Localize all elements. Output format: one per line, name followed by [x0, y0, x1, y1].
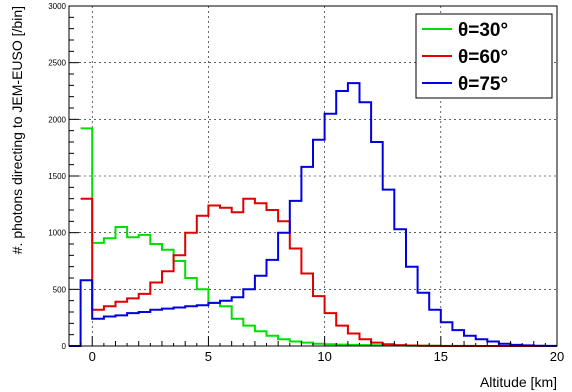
- axis-ticks: [68, 5, 558, 347]
- series-2-histogram: [80, 197, 557, 347]
- y-tick-label: 2500: [48, 59, 66, 68]
- x-tick-label: 20: [550, 349, 564, 364]
- x-tick-label: 10: [317, 349, 331, 364]
- legend-label-2: θ=60°: [458, 47, 508, 68]
- y-tick-label: 1000: [48, 229, 66, 238]
- x-tick-label: 5: [205, 349, 212, 364]
- x-tick-labels: 0 5 10 15 20: [89, 349, 565, 364]
- y-tick-label: 1500: [48, 172, 66, 181]
- y-tick-labels: 0 500 1000 1500 2000 2500 3000: [48, 2, 66, 351]
- series-1-histogram: [80, 127, 557, 347]
- series-3-histogram: [69, 82, 557, 347]
- y-tick-label: 0: [62, 342, 67, 351]
- x-tick-label: 0: [89, 349, 96, 364]
- series-layer: [69, 82, 557, 347]
- x-tick-label: 15: [434, 349, 448, 364]
- y-tick-label: 2000: [48, 115, 66, 124]
- legend-label-1: θ=30°: [458, 20, 508, 41]
- y-tick-label: 3000: [48, 2, 66, 11]
- y-axis-title: #. photons directing to JEM-EUSO [/bin]: [9, 6, 25, 254]
- legend: θ=30° θ=60° θ=75°: [415, 13, 553, 99]
- x-axis-title: Altitude [km]: [480, 374, 557, 390]
- y-tick-label: 500: [53, 285, 67, 294]
- legend-label-3: θ=75°: [458, 74, 508, 95]
